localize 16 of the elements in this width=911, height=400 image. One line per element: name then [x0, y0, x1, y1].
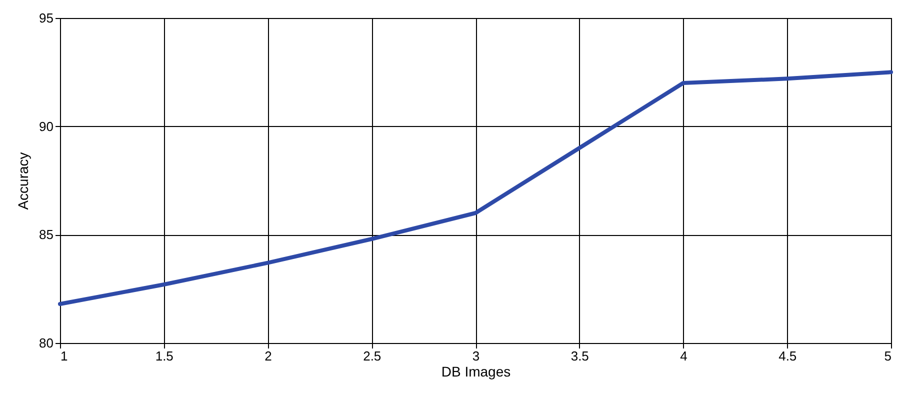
- x-tick-label: 2.5: [363, 348, 382, 364]
- x-tick-label: 1.5: [155, 348, 174, 364]
- x-tick-label: 3.5: [570, 348, 589, 364]
- x-tick-label: 4: [680, 348, 688, 364]
- x-tick-label: 1: [60, 348, 68, 364]
- line-series: [58, 70, 893, 306]
- x-tick-label: 5: [884, 348, 892, 364]
- x-tick-label: 2: [264, 348, 272, 364]
- y-tick-label: 85: [39, 227, 54, 242]
- y-tick-label: 90: [39, 118, 54, 134]
- x-axis-title: DB Images: [441, 364, 511, 380]
- y-tick-label: 80: [39, 336, 54, 350]
- y-tick-label: 95: [39, 10, 54, 26]
- x-tick-label: 3: [472, 348, 480, 364]
- y-axis-title: Accuracy: [15, 152, 32, 210]
- x-tick-label: 4.5: [778, 348, 797, 364]
